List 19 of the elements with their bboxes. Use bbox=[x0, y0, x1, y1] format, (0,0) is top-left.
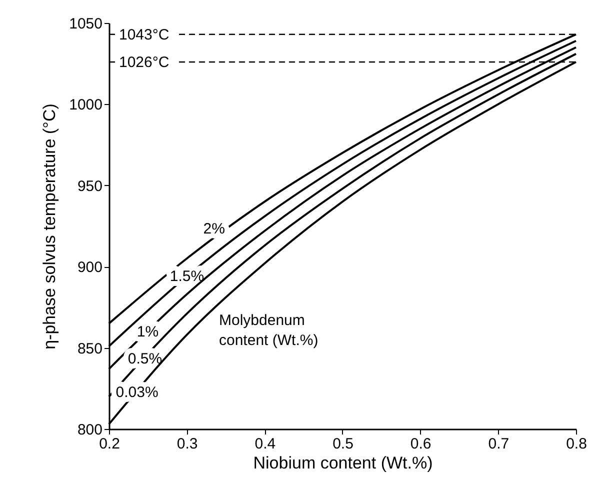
y-tick-label: 800 bbox=[77, 422, 102, 438]
ref-line-label: 1026°C bbox=[119, 54, 170, 71]
x-tick-label: 0.7 bbox=[488, 436, 510, 452]
y-tick-label: 1000 bbox=[69, 96, 102, 114]
annotation: Molybdenum content (Wt.%) bbox=[219, 312, 318, 349]
x-tick-label: 0.6 bbox=[410, 436, 432, 452]
y-tick-label: 1050 bbox=[69, 16, 102, 32]
x-tick-label: 0.3 bbox=[176, 436, 198, 452]
y-tick-label: 950 bbox=[77, 178, 102, 195]
y-tick-label: 850 bbox=[77, 340, 102, 358]
x-tick-label: 0.5 bbox=[332, 436, 354, 452]
ref-line-label: 1043°C bbox=[119, 26, 170, 44]
y-axis-title: η-phase solvus temperature (°C) bbox=[40, 104, 60, 350]
x-axis-title: Niobium content (Wt.%) bbox=[253, 454, 433, 472]
x-tick-label: 0.2 bbox=[99, 436, 120, 452]
x-tick-label: 0.8 bbox=[566, 436, 587, 452]
x-tick-label: 0.4 bbox=[254, 436, 276, 452]
y-tick-label: 900 bbox=[77, 259, 102, 276]
series-label: 2% bbox=[203, 220, 225, 238]
